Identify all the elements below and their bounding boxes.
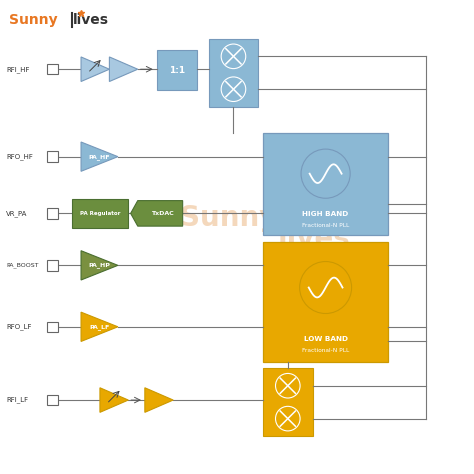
Bar: [263, 368, 313, 437]
Polygon shape: [131, 201, 182, 226]
Circle shape: [221, 44, 246, 69]
Text: RFO_HF: RFO_HF: [6, 153, 33, 160]
Circle shape: [275, 406, 300, 431]
Circle shape: [300, 262, 352, 313]
Circle shape: [301, 149, 350, 198]
Bar: [47, 321, 58, 332]
Text: PA Regulator: PA Regulator: [80, 211, 120, 216]
Polygon shape: [81, 251, 118, 280]
Circle shape: [221, 77, 246, 101]
Text: Fractional-N PLL: Fractional-N PLL: [302, 223, 349, 228]
Bar: [47, 395, 58, 405]
Text: Sunny: Sunny: [180, 204, 278, 232]
Bar: [263, 242, 388, 362]
Bar: [47, 152, 58, 162]
Text: PA_HF: PA_HF: [89, 154, 110, 160]
Polygon shape: [109, 57, 138, 82]
Text: Sunny: Sunny: [9, 13, 58, 27]
Text: HIGH BAND: HIGH BAND: [302, 211, 349, 217]
Bar: [72, 199, 128, 228]
Circle shape: [275, 374, 300, 398]
Bar: [209, 38, 258, 107]
Bar: [156, 50, 197, 91]
Text: RFI_LF: RFI_LF: [6, 397, 28, 403]
Text: PA_LF: PA_LF: [89, 324, 109, 330]
Text: TxDAC: TxDAC: [151, 211, 174, 216]
Text: VR_PA: VR_PA: [6, 210, 28, 217]
Polygon shape: [81, 57, 109, 82]
Text: lives: lives: [73, 13, 109, 27]
Text: RFO_LF: RFO_LF: [6, 323, 32, 330]
Polygon shape: [145, 388, 173, 412]
Polygon shape: [81, 312, 118, 341]
Bar: [47, 260, 58, 271]
Text: 1:1: 1:1: [169, 66, 185, 75]
Text: RFI_HF: RFI_HF: [6, 66, 30, 73]
Bar: [47, 64, 58, 74]
Bar: [47, 208, 58, 219]
Text: LOW BAND: LOW BAND: [304, 336, 347, 342]
Polygon shape: [100, 388, 128, 412]
Bar: [263, 133, 388, 235]
Polygon shape: [81, 142, 118, 171]
Text: lives: lives: [277, 225, 350, 254]
Text: PA_BOOST: PA_BOOST: [6, 263, 39, 268]
Text: PA_HP: PA_HP: [89, 263, 110, 268]
Text: Fractional-N PLL: Fractional-N PLL: [302, 348, 349, 353]
